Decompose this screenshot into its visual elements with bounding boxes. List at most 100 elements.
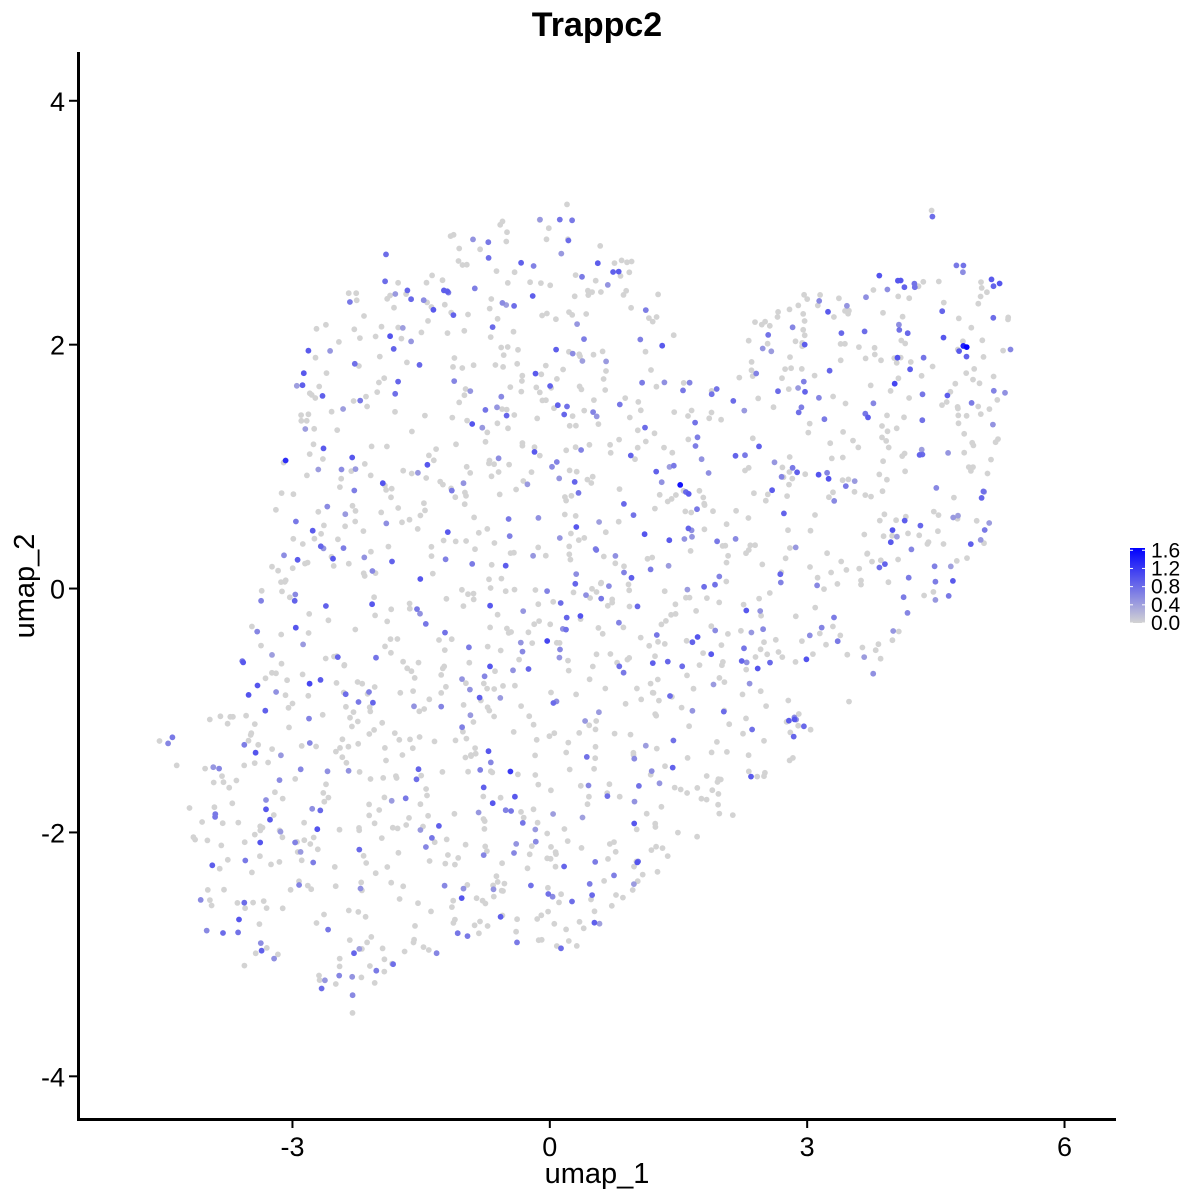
scatter-point — [276, 859, 283, 865]
scatter-point — [349, 992, 356, 999]
scatter-point — [816, 394, 822, 401]
scatter-point — [786, 481, 792, 488]
scatter-point — [315, 466, 322, 473]
scatter-point — [371, 594, 377, 601]
scatter-point — [565, 667, 572, 674]
scatter-point — [775, 388, 781, 395]
scatter-point — [371, 684, 378, 690]
scatter-point — [694, 634, 701, 640]
scatter-point — [576, 918, 583, 925]
scatter-point — [563, 749, 570, 756]
scatter-point — [532, 752, 538, 759]
scatter-point — [462, 841, 469, 848]
scatter-point — [448, 636, 455, 643]
scatter-point — [491, 461, 497, 468]
scatter-point — [482, 843, 489, 850]
scatter-point — [351, 326, 358, 333]
scatter-point — [566, 543, 573, 550]
scatter-point — [607, 449, 614, 456]
scatter-point — [475, 809, 482, 816]
scatter-point — [241, 762, 248, 769]
scatter-point — [197, 897, 204, 903]
scatter-point — [366, 689, 372, 695]
scatter-point — [400, 467, 407, 474]
scatter-point — [292, 591, 299, 598]
scatter-point — [975, 403, 982, 410]
scatter-point — [775, 309, 781, 315]
scatter-point — [561, 411, 568, 418]
scatter-point — [322, 655, 329, 662]
scatter-point — [919, 417, 926, 424]
scatter-point — [988, 456, 994, 463]
scatter-point — [664, 498, 671, 505]
scatter-point — [320, 790, 327, 796]
scatter-point — [538, 936, 545, 943]
scatter-point — [803, 656, 810, 663]
scatter-point — [508, 629, 514, 635]
scatter-point — [623, 287, 630, 294]
scatter-point — [422, 412, 428, 419]
scatter-point — [706, 415, 713, 422]
scatter-point — [637, 336, 644, 343]
scatter-point — [550, 811, 556, 817]
scatter-point — [332, 981, 339, 987]
scatter-point — [766, 590, 773, 596]
scatter-point — [884, 476, 890, 483]
scatter-point — [351, 487, 358, 494]
scatter-point — [641, 531, 648, 538]
scatter-point — [290, 491, 297, 498]
scatter-point — [528, 882, 534, 889]
scatter-point — [729, 812, 736, 818]
scatter-point — [642, 424, 648, 431]
scatter-point — [979, 337, 986, 344]
scatter-point — [455, 855, 462, 861]
scatter-point — [869, 558, 875, 565]
scatter-point — [881, 511, 888, 518]
scatter-point — [568, 492, 575, 499]
scatter-point — [381, 968, 388, 975]
scatter-point — [355, 699, 362, 705]
scatter-point — [477, 246, 483, 253]
scatter-point — [603, 368, 609, 374]
scatter-point — [241, 962, 248, 969]
scatter-point — [920, 354, 927, 361]
scatter-point — [801, 291, 807, 298]
scatter-point — [817, 292, 823, 298]
scatter-point — [573, 468, 580, 475]
scatter-point — [221, 886, 227, 893]
scatter-point — [485, 748, 492, 755]
scatter-point — [612, 848, 619, 855]
scatter-point — [538, 371, 545, 378]
scatter-point — [371, 820, 378, 827]
scatter-point — [252, 749, 259, 756]
scatter-point — [530, 552, 536, 559]
scatter-point — [299, 382, 306, 389]
scatter-point — [626, 269, 633, 276]
scatter-point — [458, 895, 465, 901]
scatter-point — [703, 796, 710, 803]
scatter-point — [463, 735, 470, 742]
scatter-point — [596, 920, 603, 927]
scatter-point — [518, 809, 524, 815]
scatter-point — [292, 776, 299, 782]
scatter-point — [582, 718, 588, 724]
scatter-point — [490, 886, 497, 893]
scatter-point — [395, 378, 401, 385]
scatter-point — [581, 407, 588, 414]
scatter-point — [484, 923, 491, 929]
scatter-point — [615, 518, 622, 525]
scatter-point — [930, 589, 937, 595]
scatter-point — [208, 902, 215, 909]
scatter-point — [968, 324, 975, 331]
scatter-point — [572, 513, 579, 519]
x-tick-label: -3 — [280, 1132, 304, 1162]
scatter-point — [723, 578, 730, 585]
scatter-point — [493, 268, 500, 274]
scatter-point — [837, 341, 844, 347]
scatter-point — [710, 681, 717, 688]
scatter-point — [564, 838, 571, 844]
scatter-point — [532, 772, 539, 778]
scatter-point — [388, 485, 395, 492]
scatter-point — [305, 630, 312, 636]
scatter-point — [310, 834, 317, 841]
